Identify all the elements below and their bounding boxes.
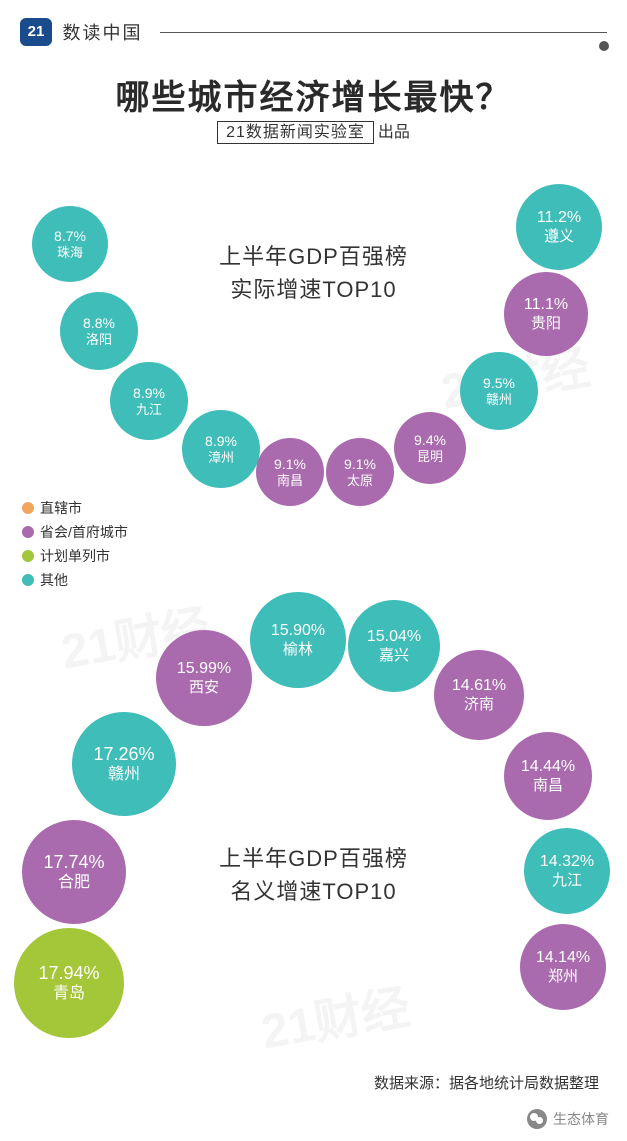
bubble-percent: 9.1% [274, 456, 306, 473]
logo-badge: 21 [20, 18, 52, 46]
section1-bubble: 8.7%珠海 [32, 206, 108, 282]
legend-row: 省会/首府城市 [22, 522, 128, 542]
bubble-percent: 8.8% [83, 315, 115, 332]
section2-bubble: 17.94%青岛 [14, 928, 124, 1038]
bubble-city: 南昌 [277, 473, 303, 489]
bubble-percent: 14.44% [521, 757, 575, 776]
legend: 直辖市省会/首府城市计划单列市其他 [22, 498, 128, 594]
section1-bubble: 8.8%洛阳 [60, 292, 138, 370]
infographic-page: 21财经21财经21财经 21 数读中国 哪些城市经济增长最快？ 21数据新闻实… [0, 0, 627, 1141]
bubble-city: 太原 [347, 473, 373, 489]
bubble-percent: 14.14% [536, 948, 590, 967]
bubble-percent: 14.32% [540, 852, 594, 871]
bubble-city: 九江 [136, 402, 162, 418]
header-rule [160, 32, 607, 33]
section2-bubble: 17.74%合肥 [22, 820, 126, 924]
bubble-city: 青岛 [53, 984, 85, 1003]
header-label: 数读中国 [62, 19, 142, 45]
header-dot-icon [599, 41, 609, 51]
bubble-percent: 8.9% [133, 385, 165, 402]
legend-label: 计划单列市 [40, 546, 110, 566]
legend-row: 直辖市 [22, 498, 128, 518]
bubble-city: 南昌 [533, 777, 563, 795]
legend-label: 省会/首府城市 [40, 522, 128, 542]
subtitle-suffix: 出品 [378, 124, 410, 141]
bubble-percent: 15.90% [271, 621, 325, 640]
section1-bubble: 8.9%九江 [110, 362, 188, 440]
section2-bubble: 14.14%郑州 [520, 924, 606, 1010]
bubble-percent: 11.2% [537, 208, 581, 227]
header-bar: 21 数读中国 [20, 18, 607, 48]
bubble-percent: 8.7% [54, 228, 86, 245]
legend-row: 计划单列市 [22, 546, 128, 566]
bubble-percent: 8.9% [205, 433, 237, 450]
bubble-percent: 15.04% [367, 627, 421, 646]
legend-label: 直辖市 [40, 498, 82, 518]
bubble-percent: 9.1% [344, 456, 376, 473]
bubble-percent: 17.26% [93, 744, 154, 766]
section2-bubble: 15.04%嘉兴 [348, 600, 440, 692]
bubble-city: 赣州 [108, 765, 140, 784]
section2-bubble: 14.32%九江 [524, 828, 610, 914]
bubble-city: 贵阳 [531, 315, 561, 333]
bubble-city: 珠海 [57, 245, 83, 261]
bubble-city: 洛阳 [86, 332, 112, 348]
legend-label: 其他 [40, 570, 68, 590]
bubble-city: 昆明 [417, 449, 443, 465]
section2-bubble: 15.99%西安 [156, 630, 252, 726]
bubble-city: 赣州 [486, 392, 512, 408]
section1-bubble: 9.1%太原 [326, 438, 394, 506]
bubble-city: 合肥 [58, 873, 90, 892]
bubble-percent: 9.4% [414, 432, 446, 449]
section2-bubble: 17.26%赣州 [72, 712, 176, 816]
bubble-percent: 9.5% [483, 375, 515, 392]
main-title: 哪些城市经济增长最快？ [0, 70, 627, 119]
bubble-city: 遵义 [544, 228, 574, 246]
footer-source: 数据来源：据各地统计局数据整理 [374, 1072, 599, 1093]
wechat-icon [527, 1109, 547, 1129]
bubble-city: 济南 [464, 696, 494, 714]
section1-bubble: 8.9%漳州 [182, 410, 260, 488]
legend-dot-icon [22, 550, 34, 562]
bubble-city: 榆林 [283, 641, 313, 659]
watermark: 21财经 [255, 968, 414, 1063]
legend-dot-icon [22, 502, 34, 514]
subtitle-boxed: 21数据新闻实验室 [217, 121, 374, 144]
section1-bubble: 9.5%赣州 [460, 352, 538, 430]
section2-bubble: 15.90%榆林 [250, 592, 346, 688]
bubble-percent: 14.61% [452, 676, 506, 695]
bubble-percent: 15.99% [177, 659, 231, 678]
bubble-city: 郑州 [548, 968, 578, 986]
section2-bubble: 14.44%南昌 [504, 732, 592, 820]
bubble-percent: 17.94% [38, 963, 99, 985]
legend-dot-icon [22, 574, 34, 586]
wechat-label: 生态体育 [553, 1109, 609, 1129]
subtitle: 21数据新闻实验室出品 [0, 118, 627, 142]
bubble-city: 漳州 [208, 450, 234, 466]
legend-dot-icon [22, 526, 34, 538]
legend-row: 其他 [22, 570, 128, 590]
section1-bubble: 11.2%遵义 [516, 184, 602, 270]
section1-bubble: 9.4%昆明 [394, 412, 466, 484]
bubble-city: 九江 [552, 872, 582, 890]
bubble-percent: 17.74% [43, 852, 104, 874]
footer-wechat: 生态体育 [527, 1109, 609, 1129]
section1-bubble: 11.1%贵阳 [504, 272, 588, 356]
section2-bubble: 14.61%济南 [434, 650, 524, 740]
section1-bubble: 9.1%南昌 [256, 438, 324, 506]
bubble-percent: 11.1% [524, 295, 568, 314]
bubble-city: 西安 [189, 679, 219, 697]
bubble-city: 嘉兴 [379, 647, 409, 665]
